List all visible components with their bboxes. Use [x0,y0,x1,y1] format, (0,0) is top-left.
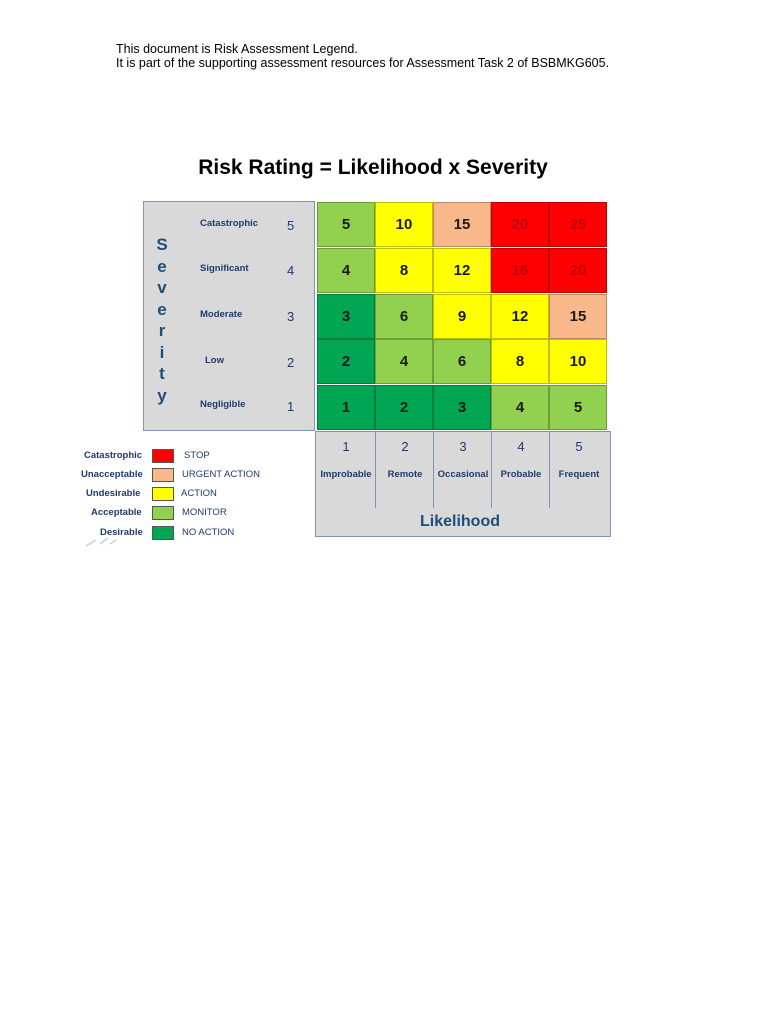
severity-value: 4 [287,263,295,278]
legend-swatch [152,506,174,520]
legend-swatch [152,487,174,501]
likelihood-col-probable: 4 Probable [491,431,550,508]
matrix-cell: 9 [433,293,491,339]
likelihood-col-improbable: 1 Improbable [317,431,375,508]
likelihood-col-occasional: 3 Occasional [433,431,492,508]
severity-name: Significant [200,263,249,274]
matrix-cell: 3 [317,293,375,339]
severity-name: Negligible [200,399,246,410]
matrix-cell: 1 [317,385,375,431]
likelihood-panel [315,431,611,537]
matrix-cell: 4 [491,385,549,431]
severity-axis-label: S e v e r i t y [154,234,170,406]
intro-line-1: This document is Risk Assessment Legend. [116,42,358,56]
matrix-cell: 2 [317,339,375,385]
matrix-cell: 20 [549,247,607,293]
matrix-cell: 5 [549,385,607,431]
severity-row-catastrophic: Catastrophic 5 [143,218,315,264]
legend-swatch [152,449,174,463]
matrix-cell: 8 [491,339,549,385]
legend-category: Undesirable [86,488,141,499]
legend-swatch [152,468,174,482]
matrix-title: Risk Rating = Likelihood x Severity [198,156,548,179]
matrix-cell: 15 [549,293,607,339]
likelihood-name: Occasional [437,469,489,480]
matrix-cell: 8 [375,247,433,293]
likelihood-name: Remote [387,469,423,480]
likelihood-name: Probable [500,469,542,480]
matrix-cell: 10 [549,339,607,385]
severity-value: 1 [287,399,295,414]
legend-category: Unacceptable [81,469,143,480]
likelihood-axis-title: Likelihood [420,513,500,530]
likelihood-value: 4 [517,439,525,454]
legend-category: Desirable [100,527,143,538]
severity-value: 5 [287,218,295,233]
matrix-cell: 10 [375,202,433,247]
likelihood-col-remote: 2 Remote [375,431,434,508]
likelihood-value: 2 [401,439,409,454]
intro-line-2: It is part of the supporting assessment … [116,56,610,70]
severity-panel [143,201,315,431]
matrix-cell: 4 [317,247,375,293]
severity-letter: S [156,235,168,254]
matrix-cell: 6 [375,293,433,339]
likelihood-value: 5 [575,439,583,454]
legend-action: URGENT ACTION [182,469,260,480]
matrix-cell: 3 [433,385,491,431]
severity-letter: y [157,385,167,405]
severity-row-significant: Significant 4 [143,263,315,309]
severity-letter: t [159,364,165,383]
matrix-cell: 15 [433,202,491,247]
severity-letter: r [158,321,166,340]
severity-letter: i [159,342,165,362]
severity-letter: e [157,256,167,276]
matrix-cell: 4 [375,339,433,385]
likelihood-name: Improbable [320,469,372,480]
severity-row-negligible: Negligible 1 [143,399,315,445]
likelihood-name: Frequent [558,469,600,480]
legend-category: Catastrophic [84,450,143,461]
matrix-cell: 2 [375,385,433,431]
matrix-cell: 12 [491,293,549,339]
severity-value: 2 [287,355,295,370]
legend-action: STOP [184,450,210,461]
likelihood-value: 1 [342,439,350,454]
legend-category: Acceptable [91,507,142,518]
severity-name: Low [205,355,224,366]
severity-value: 3 [287,309,295,324]
likelihood-col-frequent: 5 Frequent [549,431,608,508]
severity-letter: e [157,299,167,319]
severity-name: Moderate [200,309,243,320]
severity-row-low: Low 2 [143,355,315,401]
matrix-cell: 12 [433,247,491,293]
severity-name: Catastrophic [200,218,259,229]
document-intro: This document is Risk Assessment Legend.… [116,42,609,70]
legend-action: NO ACTION [182,527,235,538]
matrix-cell: 6 [433,339,491,385]
severity-row-moderate: Moderate 3 [143,309,315,355]
likelihood-value: 3 [459,439,467,454]
matrix-cell: 5 [317,202,375,247]
matrix-cell: 20 [491,202,549,247]
legend-swatch [152,526,174,540]
matrix-cell: 25 [549,202,607,247]
legend-action: ACTION [181,488,217,499]
matrix-cell: 16 [491,247,549,293]
legend-action: MONITOR [182,507,227,518]
decorative-strokes [85,537,117,547]
severity-letter: v [157,278,167,297]
